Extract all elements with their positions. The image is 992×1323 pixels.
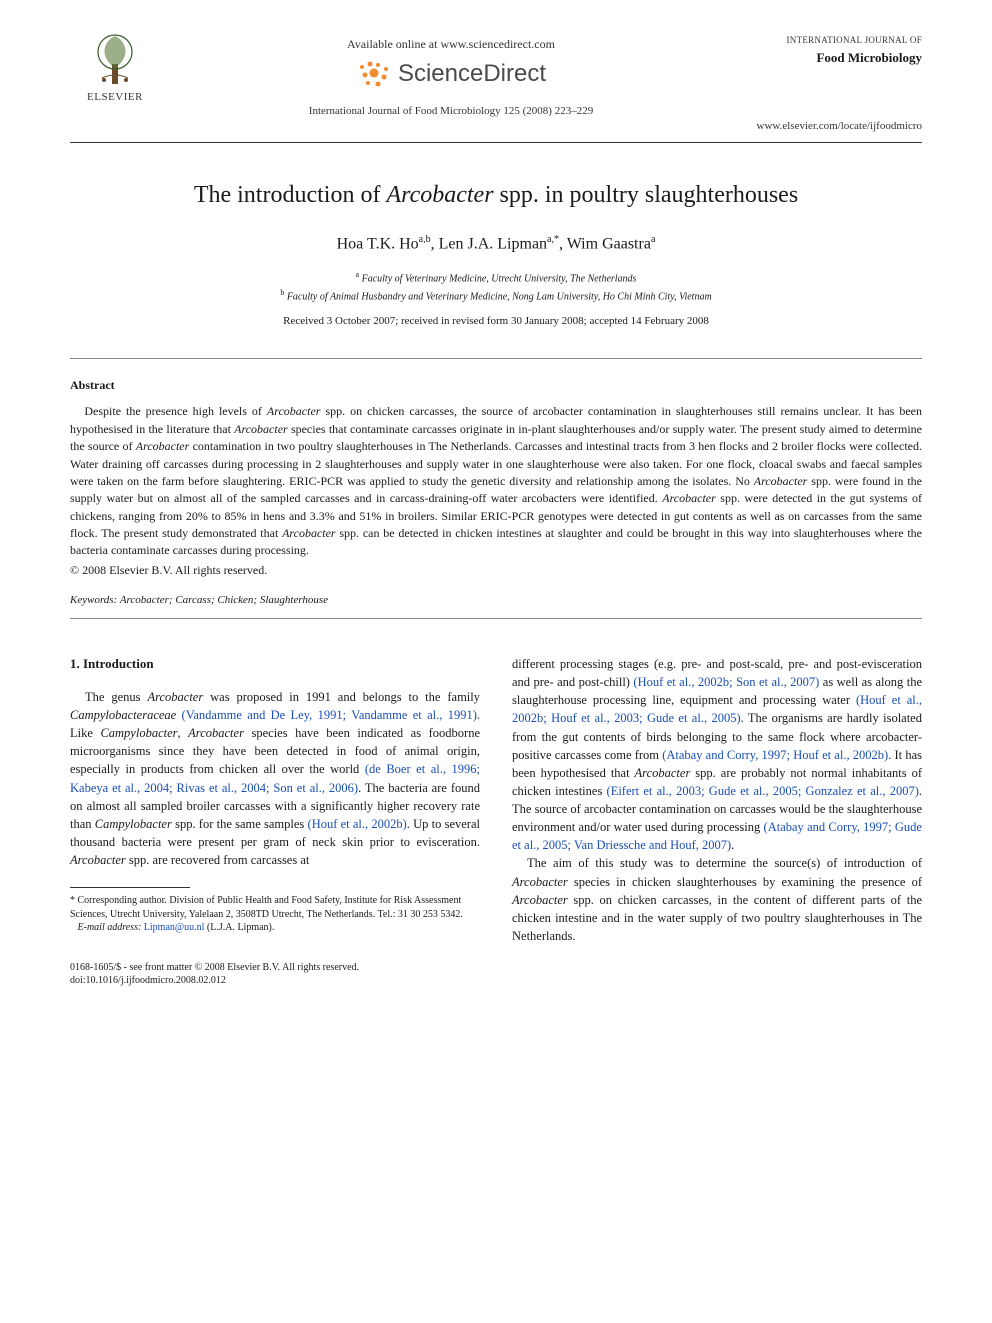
abstract-copyright: © 2008 Elsevier B.V. All rights reserved… (70, 562, 922, 579)
keywords-line: Keywords: Arcobacter; Carcass; Chicken; … (70, 593, 922, 608)
author-3-sup: a (651, 234, 655, 245)
author-1: Hoa T.K. Ho (337, 235, 419, 252)
email-label: E-mail address: (78, 922, 142, 933)
footer-line-1: 0168-1605/$ - see front matter © 2008 El… (70, 961, 480, 975)
sciencedirect-logo: ScienceDirect (160, 57, 742, 91)
citation-link[interactable]: (Eifert et al., 2003; Gude et al., 2005;… (607, 784, 919, 798)
corresponding-author-footnote: * Corresponding author. Division of Publ… (70, 894, 480, 935)
intro-para-left: The genus Arcobacter was proposed in 199… (70, 688, 480, 869)
title-post: spp. in poultry slaughterhouses (494, 182, 799, 208)
sciencedirect-dots-icon (356, 59, 392, 89)
abstract-body: Despite the presence high levels of Arco… (70, 403, 922, 560)
divider-top (70, 358, 922, 359)
elsevier-tree-icon (88, 30, 142, 88)
page-footer: 0168-1605/$ - see front matter © 2008 El… (70, 961, 480, 988)
affiliation-a: Faculty of Veterinary Medicine, Utrecht … (362, 274, 637, 285)
email-whom: (L.J.A. Lipman). (207, 922, 275, 933)
email-link[interactable]: Lipman@uu.nl (144, 922, 205, 933)
elsevier-logo-block: ELSEVIER (70, 30, 160, 105)
footnote-rule (70, 887, 190, 888)
journal-name-bold: Food Microbiology (742, 49, 922, 67)
citation-link[interactable]: (Atabay and Corry, 1997; Houf et al., 20… (662, 748, 888, 762)
header-center: Available online at www.sciencedirect.co… (160, 30, 742, 120)
authors-line: Hoa T.K. Hoa,b, Len J.A. Lipmana,*, Wim … (70, 233, 922, 256)
affiliations: a Faculty of Veterinary Medicine, Utrech… (70, 269, 922, 304)
abstract-heading: Abstract (70, 377, 922, 394)
author-3: Wim Gaastra (567, 235, 651, 252)
intro-para-right-1: different processing stages (e.g. pre- a… (512, 655, 922, 854)
title-pre: The introduction of (194, 182, 387, 208)
citation-link[interactable]: (Houf et al., 2002b) (308, 817, 407, 831)
header-right: INTERNATIONAL JOURNAL OF Food Microbiolo… (742, 30, 922, 134)
divider-bottom (70, 618, 922, 619)
sciencedirect-text: ScienceDirect (398, 57, 546, 91)
intro-para-right-2: The aim of this study was to determine t… (512, 854, 922, 945)
author-2-sup: a,* (547, 234, 559, 245)
affiliation-b: Faculty of Animal Husbandry and Veterina… (287, 291, 712, 302)
body-columns: 1. Introduction The genus Arcobacter was… (70, 655, 922, 988)
left-column: 1. Introduction The genus Arcobacter was… (70, 655, 480, 988)
author-2: Len J.A. Lipman (439, 235, 547, 252)
author-1-sup: a,b (419, 234, 431, 245)
title-italic: Arcobacter (386, 182, 493, 208)
section-1-heading: 1. Introduction (70, 655, 480, 674)
elsevier-label: ELSEVIER (87, 90, 143, 105)
article-title: The introduction of Arcobacter spp. in p… (70, 179, 922, 213)
footer-doi: doi:10.1016/j.ijfoodmicro.2008.02.012 (70, 974, 480, 988)
citation-link[interactable]: (Houf et al., 2002b; Son et al., 2007) (633, 675, 819, 689)
page-header: ELSEVIER Available online at www.science… (70, 30, 922, 143)
keywords-label: Keywords: (70, 594, 117, 606)
available-online-text: Available online at www.sciencedirect.co… (160, 36, 742, 53)
keywords-list: Arcobacter; Carcass; Chicken; Slaughterh… (120, 594, 328, 606)
citation-link[interactable]: (Vandamme and De Ley, 1991; Vandamme et … (176, 708, 477, 722)
journal-url: www.elsevier.com/locate/ijfoodmicro (742, 119, 922, 134)
journal-reference: International Journal of Food Microbiolo… (160, 104, 742, 119)
right-column: different processing stages (e.g. pre- a… (512, 655, 922, 988)
article-dates: Received 3 October 2007; received in rev… (70, 314, 922, 329)
journal-name-small: INTERNATIONAL JOURNAL OF (742, 34, 922, 47)
